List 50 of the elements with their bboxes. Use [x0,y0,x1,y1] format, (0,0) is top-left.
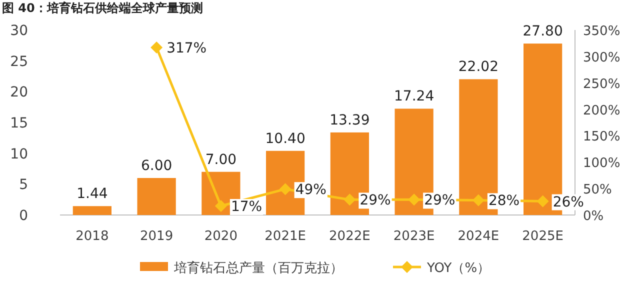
y-tick-label: 10 [10,146,28,162]
x-tick-label: 2018 [76,229,109,244]
data-label: 6.00 [140,158,172,174]
legend-label: 培育钻石总产量（百万克拉） [173,260,343,276]
data-label: 27.80 [522,24,563,40]
data-label: 317% [166,40,207,56]
legend-label: YOY（%） [426,261,490,276]
y-tick-label: 25 [10,54,28,70]
data-label: 29% [360,192,391,209]
data-label: 22.02 [458,59,498,76]
point [408,194,420,206]
data-label: 13.39 [330,112,370,128]
y2-tick-label: 150% [583,130,620,145]
y2-tick-label: 300% [583,50,620,66]
point [536,195,549,208]
point [279,183,292,196]
point [214,200,227,212]
data-label: 49% [295,182,326,198]
y2-tick-label: 0% [583,209,604,224]
data-label: 10.40 [265,130,306,147]
data-label: 17% [230,199,262,216]
y2-tick-label: 350% [583,24,620,39]
data-label: 1.44 [76,186,108,202]
y2-tick-label: 100% [583,156,620,172]
y2-tick-label: 250% [583,76,620,92]
point [344,194,356,206]
point [472,194,484,206]
bar [137,178,176,215]
y2-tick-label: 200% [583,103,620,118]
bar [72,206,112,215]
x-tick-label: 2025E [522,229,564,244]
data-label: 7.00 [205,152,237,168]
x-tick-label: 2022E [329,229,370,244]
x-tick-label: 2020 [204,229,238,244]
x-tick-label: 2021E [264,229,306,244]
data-label: 28% [488,193,520,210]
data-label: 17.24 [394,88,434,105]
y-tick-label: 30 [10,23,28,39]
data-label: 26% [552,194,584,210]
data-label: 29% [424,192,456,209]
point [150,41,163,54]
y-tick-label: 0 [19,208,28,224]
x-tick-label: 2023E [393,229,435,244]
x-tick-label: 2019 [140,229,174,244]
y-tick-label: 5 [19,177,28,194]
y2-tick-label: 50% [583,182,612,198]
x-tick-label: 2024E [458,229,500,244]
y-tick-label: 20 [10,84,28,101]
chart-title: 图 40：培育钻石供给端全球产量预测 [2,1,203,15]
y-tick-label: 15 [10,116,28,132]
